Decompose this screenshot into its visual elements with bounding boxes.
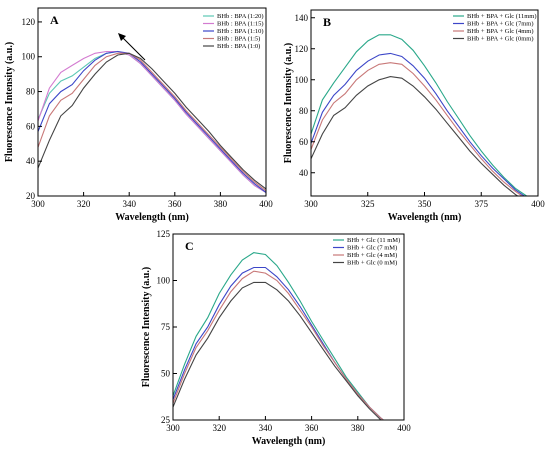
legend: BHb + BPA + Glc (11mm)BHb + BPA + Glc (7… [453,13,537,43]
y-tick-label: 120 [22,17,36,27]
legend-entry: BHb : BPA (1:15) [217,21,264,28]
y-tick-label: 20 [26,191,36,201]
legend-entry: BHb : BPA (1:0) [217,43,260,50]
legend-entry: BHb + BPA + Glc (4mm) [467,28,534,35]
series-line-1 [311,34,528,196]
legend-entry: BHb + Glc (4 mM) [347,252,397,259]
series-line-3 [311,62,524,196]
y-tick-label: 75 [161,322,171,332]
legend-entry: BHb : BPA (1:10) [217,28,264,35]
series-line-3 [38,50,266,193]
x-tick-label: 400 [397,423,411,433]
y-tick-label: 100 [157,276,171,286]
chart-panel-a: 300 320 340 360 380 400 20 40 60 80 100 120 Waveleng… [4,7,273,223]
y-tick-label: 80 [26,87,36,97]
x-tick-label: 380 [214,199,228,209]
chart-panel-b: 300 325 350 375 400 40 60 80 100 120 140 Wavelength… [283,9,545,223]
y-tick-label: 50 [161,369,171,379]
y-axis-label: Fluorescence Intensity (a.u.) [283,43,294,163]
y-axis-label: Fluorescence Intensity (a.u.) [141,267,152,387]
legend: BHb : BPA (1:20)BHb : BPA (1:15)BHb : BP… [203,13,264,50]
y-tick-label: 40 [299,168,309,178]
legend-entry: BHb + Glc (0 mM) [347,260,397,267]
series-line-5 [38,52,266,190]
legend-entry: BHb + BPA + Glc (11mm) [467,13,537,20]
y-axis-label: Fluorescence Intensity (a.u.) [4,42,15,162]
x-axis-label: Wavelength (nm) [115,212,189,223]
legend-entry: BHb + Glc (7 mM) [347,245,397,252]
y-tick-label: 120 [295,44,309,54]
x-tick-label: 375 [475,199,489,209]
chart-panel-c: 300 320 340 360 380 400 25 50 75 100 125 Wavelength… [141,229,411,447]
legend-entry: BHb : BPA (1:20) [217,13,264,20]
x-tick-label: 340 [122,199,136,209]
x-tick-label: 320 [77,199,91,209]
series-line-3 [173,270,385,420]
legend-entry: BHb + Glc (11 mM) [347,237,400,244]
legend-entry: BHb + BPA + Glc (0mm) [467,36,534,43]
legend: BHb + Glc (11 mM)BHb + Glc (7 mM)BHb + G… [333,237,400,267]
x-tick-label: 400 [259,199,273,209]
y-tick-label: 40 [26,156,36,166]
y-tick-label: 140 [295,13,309,23]
x-tick-label: 360 [305,423,319,433]
panel-letter: A [50,13,59,27]
y-tick-label: 125 [157,229,171,239]
y-tick-label: 60 [299,137,309,147]
series-line-2 [38,50,266,193]
trend-arrow-shaft [120,35,146,61]
series-line-4 [38,52,266,192]
x-axis-label: Wavelength (nm) [388,212,462,223]
trend-arrow-head [118,33,126,41]
legend-entry: BHb : BPA (1:5) [217,36,260,43]
x-tick-label: 300 [166,423,180,433]
x-tick-label: 325 [361,199,375,209]
x-tick-label: 320 [212,423,226,433]
x-tick-label: 380 [351,423,365,433]
x-axis-label: Wavelength (nm) [252,436,326,447]
x-tick-label: 350 [418,199,432,209]
series-line-4 [311,76,519,196]
series-line-4 [173,281,382,420]
y-tick-label: 60 [26,121,36,131]
y-tick-label: 80 [299,106,309,116]
x-tick-label: 400 [531,199,545,209]
plot-frame [37,7,267,197]
x-tick-label: 300 [31,199,45,209]
y-tick-label: 100 [22,52,36,62]
panel-letter: B [323,15,331,29]
series-line-2 [311,52,526,196]
y-tick-label: 100 [295,75,309,85]
x-tick-label: 360 [168,199,182,209]
panel-letter: C [185,239,194,253]
y-tick-label: 25 [161,415,171,425]
x-tick-label: 340 [259,423,273,433]
legend-entry: BHb + BPA + Glc (7mm) [467,21,534,28]
series-line-1 [173,252,385,420]
x-tick-label: 300 [304,199,318,209]
